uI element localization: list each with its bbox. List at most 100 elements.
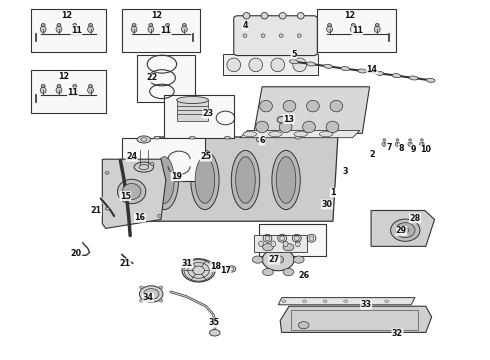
Text: 19: 19 — [171, 172, 182, 181]
Ellipse shape — [309, 236, 314, 240]
Text: 31: 31 — [182, 259, 193, 268]
Ellipse shape — [73, 85, 77, 87]
Ellipse shape — [273, 256, 284, 264]
Ellipse shape — [40, 26, 46, 32]
Ellipse shape — [256, 137, 261, 141]
Ellipse shape — [256, 121, 269, 133]
Ellipse shape — [189, 136, 195, 139]
Ellipse shape — [88, 26, 94, 32]
Ellipse shape — [105, 207, 109, 210]
Ellipse shape — [132, 23, 136, 26]
Text: 14: 14 — [367, 65, 377, 74]
Ellipse shape — [144, 289, 159, 300]
Ellipse shape — [56, 26, 62, 32]
Ellipse shape — [159, 299, 163, 302]
Ellipse shape — [282, 300, 286, 302]
Ellipse shape — [140, 299, 144, 302]
Ellipse shape — [41, 23, 45, 26]
Text: 12: 12 — [151, 11, 163, 20]
Text: 11: 11 — [68, 87, 78, 96]
Bar — [223, 54, 318, 75]
Ellipse shape — [402, 228, 409, 233]
Ellipse shape — [154, 136, 160, 139]
Bar — [122, 9, 200, 51]
Ellipse shape — [259, 241, 264, 247]
Ellipse shape — [252, 256, 263, 263]
Ellipse shape — [294, 132, 308, 136]
Ellipse shape — [396, 139, 399, 141]
Ellipse shape — [105, 171, 109, 174]
Ellipse shape — [409, 76, 418, 80]
Ellipse shape — [283, 241, 288, 247]
Ellipse shape — [89, 85, 93, 87]
Text: 16: 16 — [134, 213, 146, 222]
Ellipse shape — [295, 136, 301, 139]
Ellipse shape — [294, 236, 299, 240]
Ellipse shape — [118, 179, 146, 204]
Text: 21: 21 — [120, 259, 131, 268]
Ellipse shape — [236, 157, 255, 203]
Text: 22: 22 — [147, 73, 158, 82]
Ellipse shape — [41, 85, 45, 87]
Ellipse shape — [293, 58, 307, 72]
Ellipse shape — [382, 142, 387, 146]
Ellipse shape — [279, 13, 286, 19]
Ellipse shape — [408, 142, 413, 146]
Ellipse shape — [57, 23, 61, 26]
Ellipse shape — [155, 157, 174, 203]
Ellipse shape — [149, 23, 153, 26]
Text: 13: 13 — [284, 114, 294, 123]
Ellipse shape — [231, 150, 260, 210]
Ellipse shape — [195, 157, 215, 203]
Ellipse shape — [426, 78, 435, 82]
Ellipse shape — [224, 136, 230, 139]
Polygon shape — [278, 298, 415, 305]
Ellipse shape — [56, 87, 62, 94]
Text: 12: 12 — [59, 72, 70, 81]
Ellipse shape — [283, 269, 294, 276]
Ellipse shape — [351, 23, 355, 26]
Ellipse shape — [166, 23, 170, 26]
FancyBboxPatch shape — [234, 16, 318, 55]
Ellipse shape — [327, 26, 332, 32]
Text: 17: 17 — [220, 266, 231, 275]
Text: 26: 26 — [298, 270, 309, 279]
Ellipse shape — [249, 58, 263, 72]
Text: 11: 11 — [160, 26, 172, 35]
Ellipse shape — [375, 71, 384, 75]
Ellipse shape — [383, 139, 386, 141]
Ellipse shape — [419, 142, 424, 146]
Text: 35: 35 — [208, 318, 219, 327]
Text: 24: 24 — [126, 152, 137, 161]
Bar — [176, 100, 208, 121]
Ellipse shape — [276, 157, 296, 203]
Text: 1: 1 — [330, 188, 336, 197]
Ellipse shape — [272, 150, 300, 210]
Text: 25: 25 — [200, 152, 212, 161]
Ellipse shape — [350, 26, 356, 32]
Text: 29: 29 — [396, 226, 407, 235]
Bar — [31, 69, 106, 113]
Ellipse shape — [279, 34, 283, 37]
Ellipse shape — [73, 23, 77, 26]
Ellipse shape — [261, 34, 265, 37]
Polygon shape — [240, 131, 360, 138]
Ellipse shape — [165, 26, 171, 32]
Text: 12: 12 — [344, 11, 356, 20]
Ellipse shape — [283, 244, 294, 251]
Bar — [259, 224, 326, 256]
Ellipse shape — [277, 117, 286, 123]
Bar — [137, 55, 195, 102]
Polygon shape — [371, 211, 435, 246]
Ellipse shape — [260, 136, 266, 139]
Ellipse shape — [327, 202, 332, 207]
Ellipse shape — [395, 142, 400, 146]
Polygon shape — [254, 87, 369, 134]
Text: 11: 11 — [352, 26, 363, 35]
Text: 20: 20 — [71, 249, 82, 258]
Ellipse shape — [263, 244, 273, 251]
Ellipse shape — [150, 162, 154, 165]
Text: 5: 5 — [291, 50, 296, 59]
Text: 6: 6 — [259, 136, 265, 145]
Ellipse shape — [280, 236, 285, 240]
